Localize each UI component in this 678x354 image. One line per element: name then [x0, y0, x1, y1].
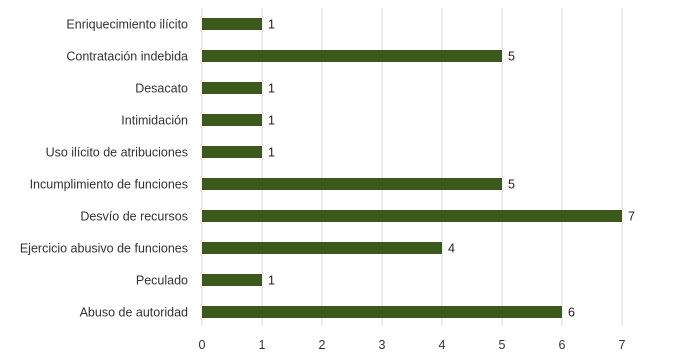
x-tick-0: 0	[199, 338, 206, 352]
category-label-2: Desacato	[135, 82, 188, 96]
x-tick-4: 4	[439, 338, 446, 352]
category-label-5: Incumplimiento de funciones	[30, 178, 188, 192]
category-label-7: Ejercicio abusivo de funciones	[20, 242, 188, 256]
category-label-8: Peculado	[136, 274, 188, 288]
data-label-0: 1	[268, 18, 275, 32]
bar-3	[202, 114, 262, 126]
data-label-5: 5	[508, 178, 515, 192]
data-label-7: 4	[448, 242, 455, 256]
x-tick-1: 1	[259, 338, 266, 352]
x-tick-3: 3	[379, 338, 386, 352]
bar-9	[202, 306, 562, 318]
x-tick-2: 2	[319, 338, 326, 352]
data-label-6: 7	[628, 210, 635, 224]
data-label-8: 1	[268, 274, 275, 288]
x-tick-6: 6	[559, 338, 566, 352]
bar-7	[202, 242, 442, 254]
category-label-1: Contratación indebida	[66, 50, 188, 64]
bar-8	[202, 274, 262, 286]
bar-1	[202, 50, 502, 62]
data-label-2: 1	[268, 82, 275, 96]
bars	[202, 18, 622, 318]
bar-2	[202, 82, 262, 94]
category-label-3: Intimidación	[121, 114, 188, 128]
x-tick-labels: 0 1 2 3 4 5 6 7	[199, 338, 626, 352]
bar-6	[202, 210, 622, 222]
category-label-6: Desvío de recursos	[80, 210, 188, 224]
bar-5	[202, 178, 502, 190]
data-labels: 1 5 1 1 1 5 7 4 1 6	[268, 18, 635, 320]
category-label-4: Uso ilícito de atribuciones	[46, 146, 188, 160]
category-label-9: Abuso de autoridad	[80, 306, 188, 320]
category-label-0: Enriquecimiento ilícito	[66, 18, 188, 32]
x-tick-5: 5	[499, 338, 506, 352]
category-labels: Enriquecimiento ilícito Contratación inde…	[20, 18, 188, 320]
data-label-9: 6	[568, 306, 575, 320]
bar-0	[202, 18, 262, 30]
data-label-1: 5	[508, 50, 515, 64]
data-label-4: 1	[268, 146, 275, 160]
data-label-3: 1	[268, 114, 275, 128]
x-tick-7: 7	[619, 338, 626, 352]
bar-4	[202, 146, 262, 158]
